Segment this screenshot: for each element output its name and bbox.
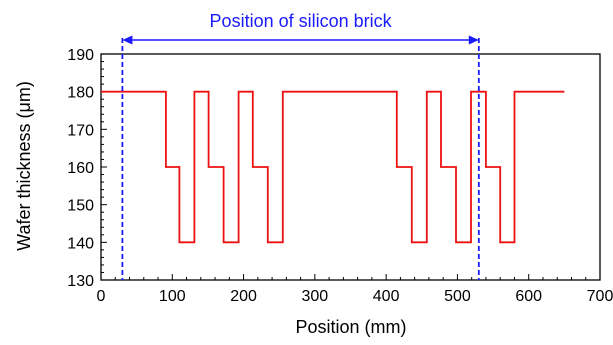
y-tick-label: 130 xyxy=(67,273,94,290)
x-tick-label: 600 xyxy=(515,288,542,305)
y-tick-label: 160 xyxy=(67,160,94,177)
x-tick-label: 0 xyxy=(97,288,106,305)
y-tick-label: 190 xyxy=(67,47,94,64)
thickness-series-line xyxy=(101,90,565,244)
x-axis-title: Position (mm) xyxy=(295,317,406,337)
y-axis: 130 140 150 160 170 180 190 xyxy=(67,47,107,290)
y-tick-label: 170 xyxy=(67,122,94,139)
x-tick-label: 200 xyxy=(230,288,257,305)
annotation-layer: Position of silicon brick xyxy=(121,11,480,280)
y-axis-title: Wafer thickness (μm) xyxy=(14,81,34,251)
y-tick-label: 140 xyxy=(67,235,94,252)
x-axis: 0 100 200 300 400 500 600 700 xyxy=(97,274,613,305)
y-tick-label: 180 xyxy=(67,85,94,102)
x-tick-label: 700 xyxy=(587,288,613,305)
x-tick-label: 100 xyxy=(159,288,186,305)
y-tick-label: 150 xyxy=(67,198,94,215)
x-tick-label: 300 xyxy=(302,288,329,305)
arrow-head-right xyxy=(468,35,479,45)
arrow-head-left xyxy=(122,35,133,45)
x-tick-label: 400 xyxy=(373,288,400,305)
series-layer xyxy=(101,90,565,244)
brick-annotation-label: Position of silicon brick xyxy=(210,11,393,31)
x-tick-label: 500 xyxy=(444,288,471,305)
